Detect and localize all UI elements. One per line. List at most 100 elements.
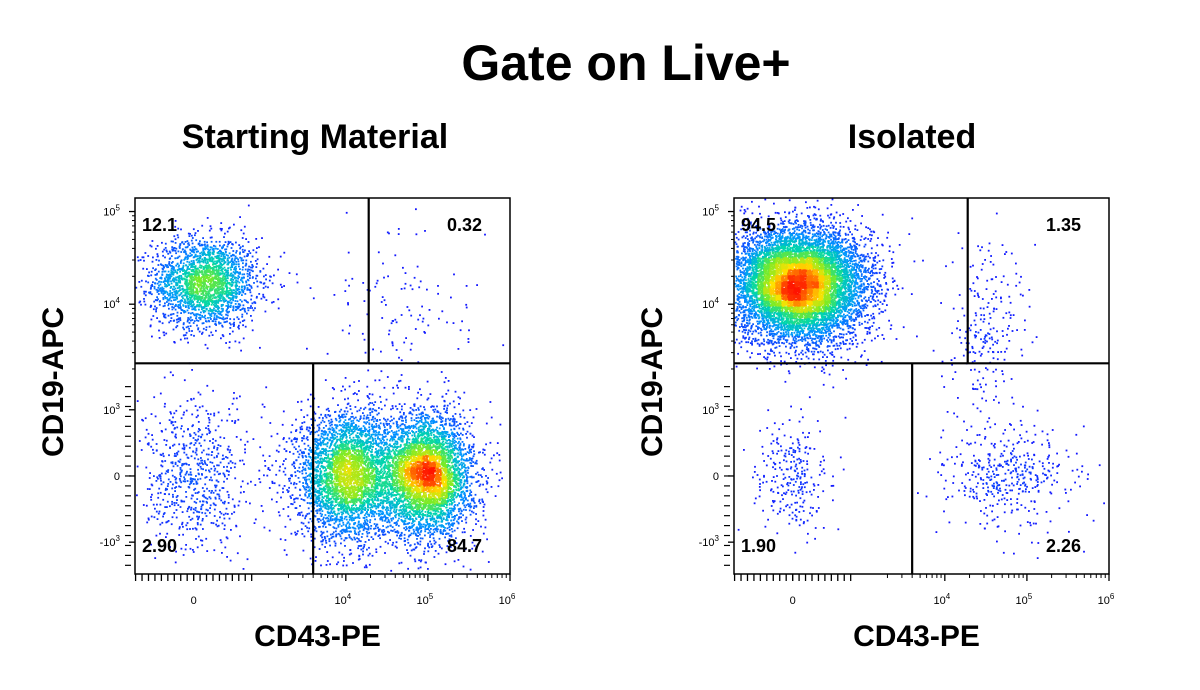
event-dot [390,425,392,428]
event-dot [314,493,317,496]
event-dot [437,411,440,414]
event-dot [359,407,362,410]
event-dot [335,535,337,538]
event-dot [404,386,407,389]
event-dot [292,483,295,486]
event-dot [447,442,449,445]
event-dot [180,260,182,263]
event-dot [319,512,322,515]
event-dot [324,414,327,416]
event-dot [179,307,182,310]
event-dot [457,348,460,350]
event-dot [188,486,191,489]
event-dot [162,298,165,301]
event-dot [450,513,453,516]
event-dot [313,438,316,441]
event-dot [459,488,462,491]
event-dot [161,286,164,289]
event-dot [184,311,187,313]
event-dot [305,437,308,440]
event-dot [231,330,234,333]
event-dot [343,413,345,416]
event-dot [200,539,202,542]
event-dot [377,251,380,254]
event-dot [244,325,247,328]
event-dot [147,518,150,521]
event-dot [449,402,451,405]
event-dot [489,401,492,403]
event-dot [329,516,332,519]
event-dot [234,340,237,343]
event-dot [465,306,468,309]
event-dot [179,306,182,308]
event-dot [469,409,472,411]
event-dot [472,443,475,446]
event-dot [330,432,333,435]
event-dot [193,246,196,248]
event-dot [149,306,152,308]
event-dot [271,282,274,285]
event-dot [201,254,204,257]
event-dot [389,438,392,440]
event-dot [161,270,164,273]
event-dot [392,431,395,434]
event-dot [174,238,177,241]
event-dot [234,462,237,465]
event-dot [174,490,176,492]
event-dot [384,447,387,449]
event-dot [470,451,472,454]
event-dot [215,315,218,317]
event-dot [208,254,211,257]
event-dot [182,262,185,265]
event-dot [174,269,176,272]
event-dot [482,514,485,517]
event-dot [151,260,154,263]
event-dot [189,547,192,550]
event-dot [395,420,398,423]
event-dot [447,523,450,526]
event-dot [380,516,383,518]
event-dot [415,546,418,548]
event-dot [246,275,249,278]
event-dot [160,291,163,293]
event-dot [338,523,341,526]
event-dot [440,435,443,438]
event-dot [233,466,236,469]
event-dot [450,418,452,420]
event-dot [388,329,391,332]
event-dot [226,230,229,233]
event-dot [252,438,255,440]
event-dot [389,505,392,508]
event-dot [462,514,464,517]
event-dot [466,477,468,479]
event-dot [176,297,178,300]
event-dot [401,405,403,408]
event-dot [185,496,188,498]
event-dot [186,320,189,323]
event-dot [318,494,321,497]
event-dot [458,464,461,466]
event-dot [452,433,455,436]
event-dot [428,523,431,525]
event-dot [220,419,223,422]
event-dot [146,268,148,270]
event-dot [163,376,166,379]
event-dot [211,248,214,251]
event-dot [475,481,478,483]
event-dot [210,236,213,239]
event-dot [433,421,436,423]
event-dot [314,457,317,460]
event-dot [224,500,226,503]
event-dot [426,398,429,401]
event-dot [391,344,394,347]
event-dot [199,316,201,319]
event-dot [171,461,174,464]
event-dot [468,509,471,512]
event-dot [374,532,377,535]
event-dot [235,397,238,400]
event-dot [374,430,377,432]
event-dot [402,430,405,432]
event-dot [470,499,473,502]
event-dot [183,500,186,503]
event-dot [227,462,230,465]
